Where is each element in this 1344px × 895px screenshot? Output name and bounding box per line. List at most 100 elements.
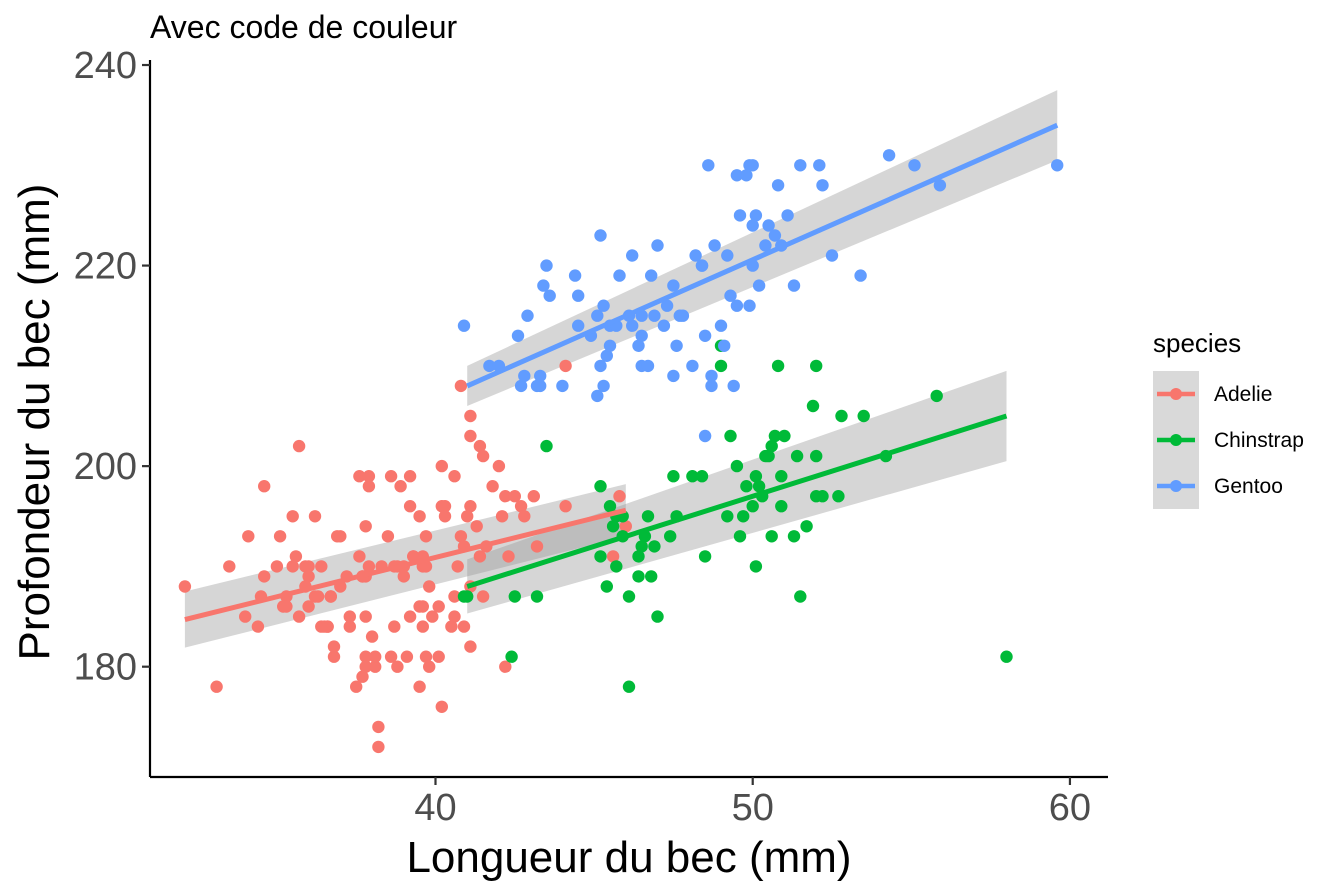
data-point-adelie	[403, 610, 417, 623]
data-point-chinstrap	[664, 530, 677, 543]
data-point-gentoo	[746, 219, 759, 232]
data-point-adelie	[302, 560, 315, 573]
legend-item-adelie: Adelie	[1153, 371, 1272, 417]
data-point-chinstrap	[740, 480, 753, 493]
data-point-adelie	[372, 740, 385, 754]
data-point-gentoo	[816, 179, 829, 192]
data-point-chinstrap	[530, 590, 544, 603]
data-point-adelie	[359, 650, 372, 663]
data-point-chinstrap	[540, 439, 553, 453]
data-point-adelie	[476, 449, 490, 463]
data-point-gentoo	[600, 349, 613, 362]
data-point-chinstrap	[606, 520, 620, 533]
data-point-chinstrap	[603, 500, 617, 513]
data-point-adelie	[359, 610, 372, 623]
data-point-chinstrap	[810, 449, 823, 463]
data-point-adelie	[419, 650, 433, 663]
data-point-adelie	[559, 500, 572, 513]
data-point-adelie	[423, 660, 436, 673]
data-point-chinstrap	[645, 570, 658, 583]
data-point-adelie	[419, 560, 433, 573]
data-point-adelie	[251, 620, 265, 633]
data-point-gentoo	[534, 379, 547, 393]
data-point-chinstrap	[775, 500, 788, 513]
data-point-adelie	[464, 640, 477, 653]
data-point-adelie	[388, 620, 401, 633]
data-point-gentoo	[689, 249, 702, 262]
data-point-chinstrap	[600, 580, 613, 593]
data-point-adelie	[473, 439, 487, 453]
data-point-adelie	[619, 520, 632, 533]
legend-key-point	[1170, 434, 1182, 446]
y-axis-ticks: 180 200 220 240	[74, 45, 150, 689]
legend-label: Adelie	[1214, 383, 1272, 406]
data-point-gentoo	[641, 359, 655, 373]
data-point-adelie	[476, 590, 490, 603]
data-point-adelie	[454, 379, 468, 393]
data-point-gentoo	[667, 279, 680, 292]
data-point-gentoo	[635, 329, 648, 342]
data-point-adelie	[315, 560, 328, 573]
data-point-gentoo	[724, 289, 737, 302]
data-point-gentoo	[721, 249, 734, 262]
data-point-gentoo	[543, 289, 556, 302]
data-point-gentoo	[730, 299, 744, 312]
data-point-chinstrap	[765, 439, 778, 453]
data-point-chinstrap	[752, 480, 766, 493]
legend-items: Adelie Chinstrap Gentoo	[1153, 371, 1304, 509]
data-point-adelie	[343, 610, 356, 623]
data-point-adelie	[464, 409, 477, 423]
data-point-gentoo	[657, 319, 671, 332]
data-point-adelie	[438, 510, 452, 523]
data-point-adelie	[527, 490, 540, 503]
data-point-chinstrap	[594, 480, 607, 493]
data-point-gentoo	[933, 179, 947, 192]
data-point-gentoo	[591, 389, 604, 403]
data-point-gentoo	[534, 369, 547, 383]
data-point-chinstrap	[765, 530, 778, 543]
data-point-gentoo	[746, 159, 759, 172]
data-point-gentoo	[705, 379, 718, 393]
trend-line-chinstrap	[466, 413, 1008, 589]
data-point-chinstrap	[816, 490, 829, 503]
data-point-gentoo	[457, 319, 471, 332]
data-point-chinstrap	[775, 470, 788, 483]
data-point-gentoo	[749, 209, 763, 222]
data-point-gentoo	[781, 209, 794, 222]
data-point-gentoo	[676, 309, 690, 322]
data-point-gentoo	[572, 319, 585, 332]
data-point-chinstrap	[733, 530, 747, 543]
data-point-adelie	[495, 510, 509, 523]
data-point-chinstrap	[800, 520, 813, 533]
data-point-adelie	[559, 359, 572, 373]
data-point-adelie	[369, 650, 382, 663]
data-point-gentoo	[594, 229, 607, 242]
data-point-gentoo	[825, 249, 839, 262]
x-axis-title: Longueur du bec (mm)	[406, 833, 851, 882]
data-point-adelie	[362, 480, 376, 493]
confidence-band-chinstrap	[467, 370, 1007, 614]
data-point-adelie	[432, 600, 445, 613]
data-point-adelie	[292, 439, 306, 453]
data-point-gentoo	[698, 429, 712, 443]
data-point-gentoo	[591, 309, 604, 322]
data-point-adelie	[273, 530, 287, 543]
data-point-gentoo	[556, 379, 569, 393]
trend-lines	[184, 122, 1059, 622]
data-point-gentoo	[514, 379, 528, 393]
data-point-adelie	[457, 620, 471, 633]
data-point-adelie	[400, 650, 414, 663]
data-point-gentoo	[603, 339, 617, 352]
data-point-adelie	[359, 520, 372, 533]
data-point-chinstrap	[787, 530, 801, 543]
data-point-gentoo	[511, 329, 525, 342]
data-point-adelie	[438, 500, 452, 513]
data-point-adelie	[403, 470, 417, 483]
data-point-gentoo	[597, 379, 610, 393]
data-point-gentoo	[743, 299, 756, 312]
data-point-adelie	[391, 660, 404, 673]
data-point-adelie	[473, 550, 487, 563]
data-point-adelie	[353, 550, 366, 563]
data-point-adelie	[286, 560, 299, 573]
data-point-chinstrap	[594, 550, 607, 563]
